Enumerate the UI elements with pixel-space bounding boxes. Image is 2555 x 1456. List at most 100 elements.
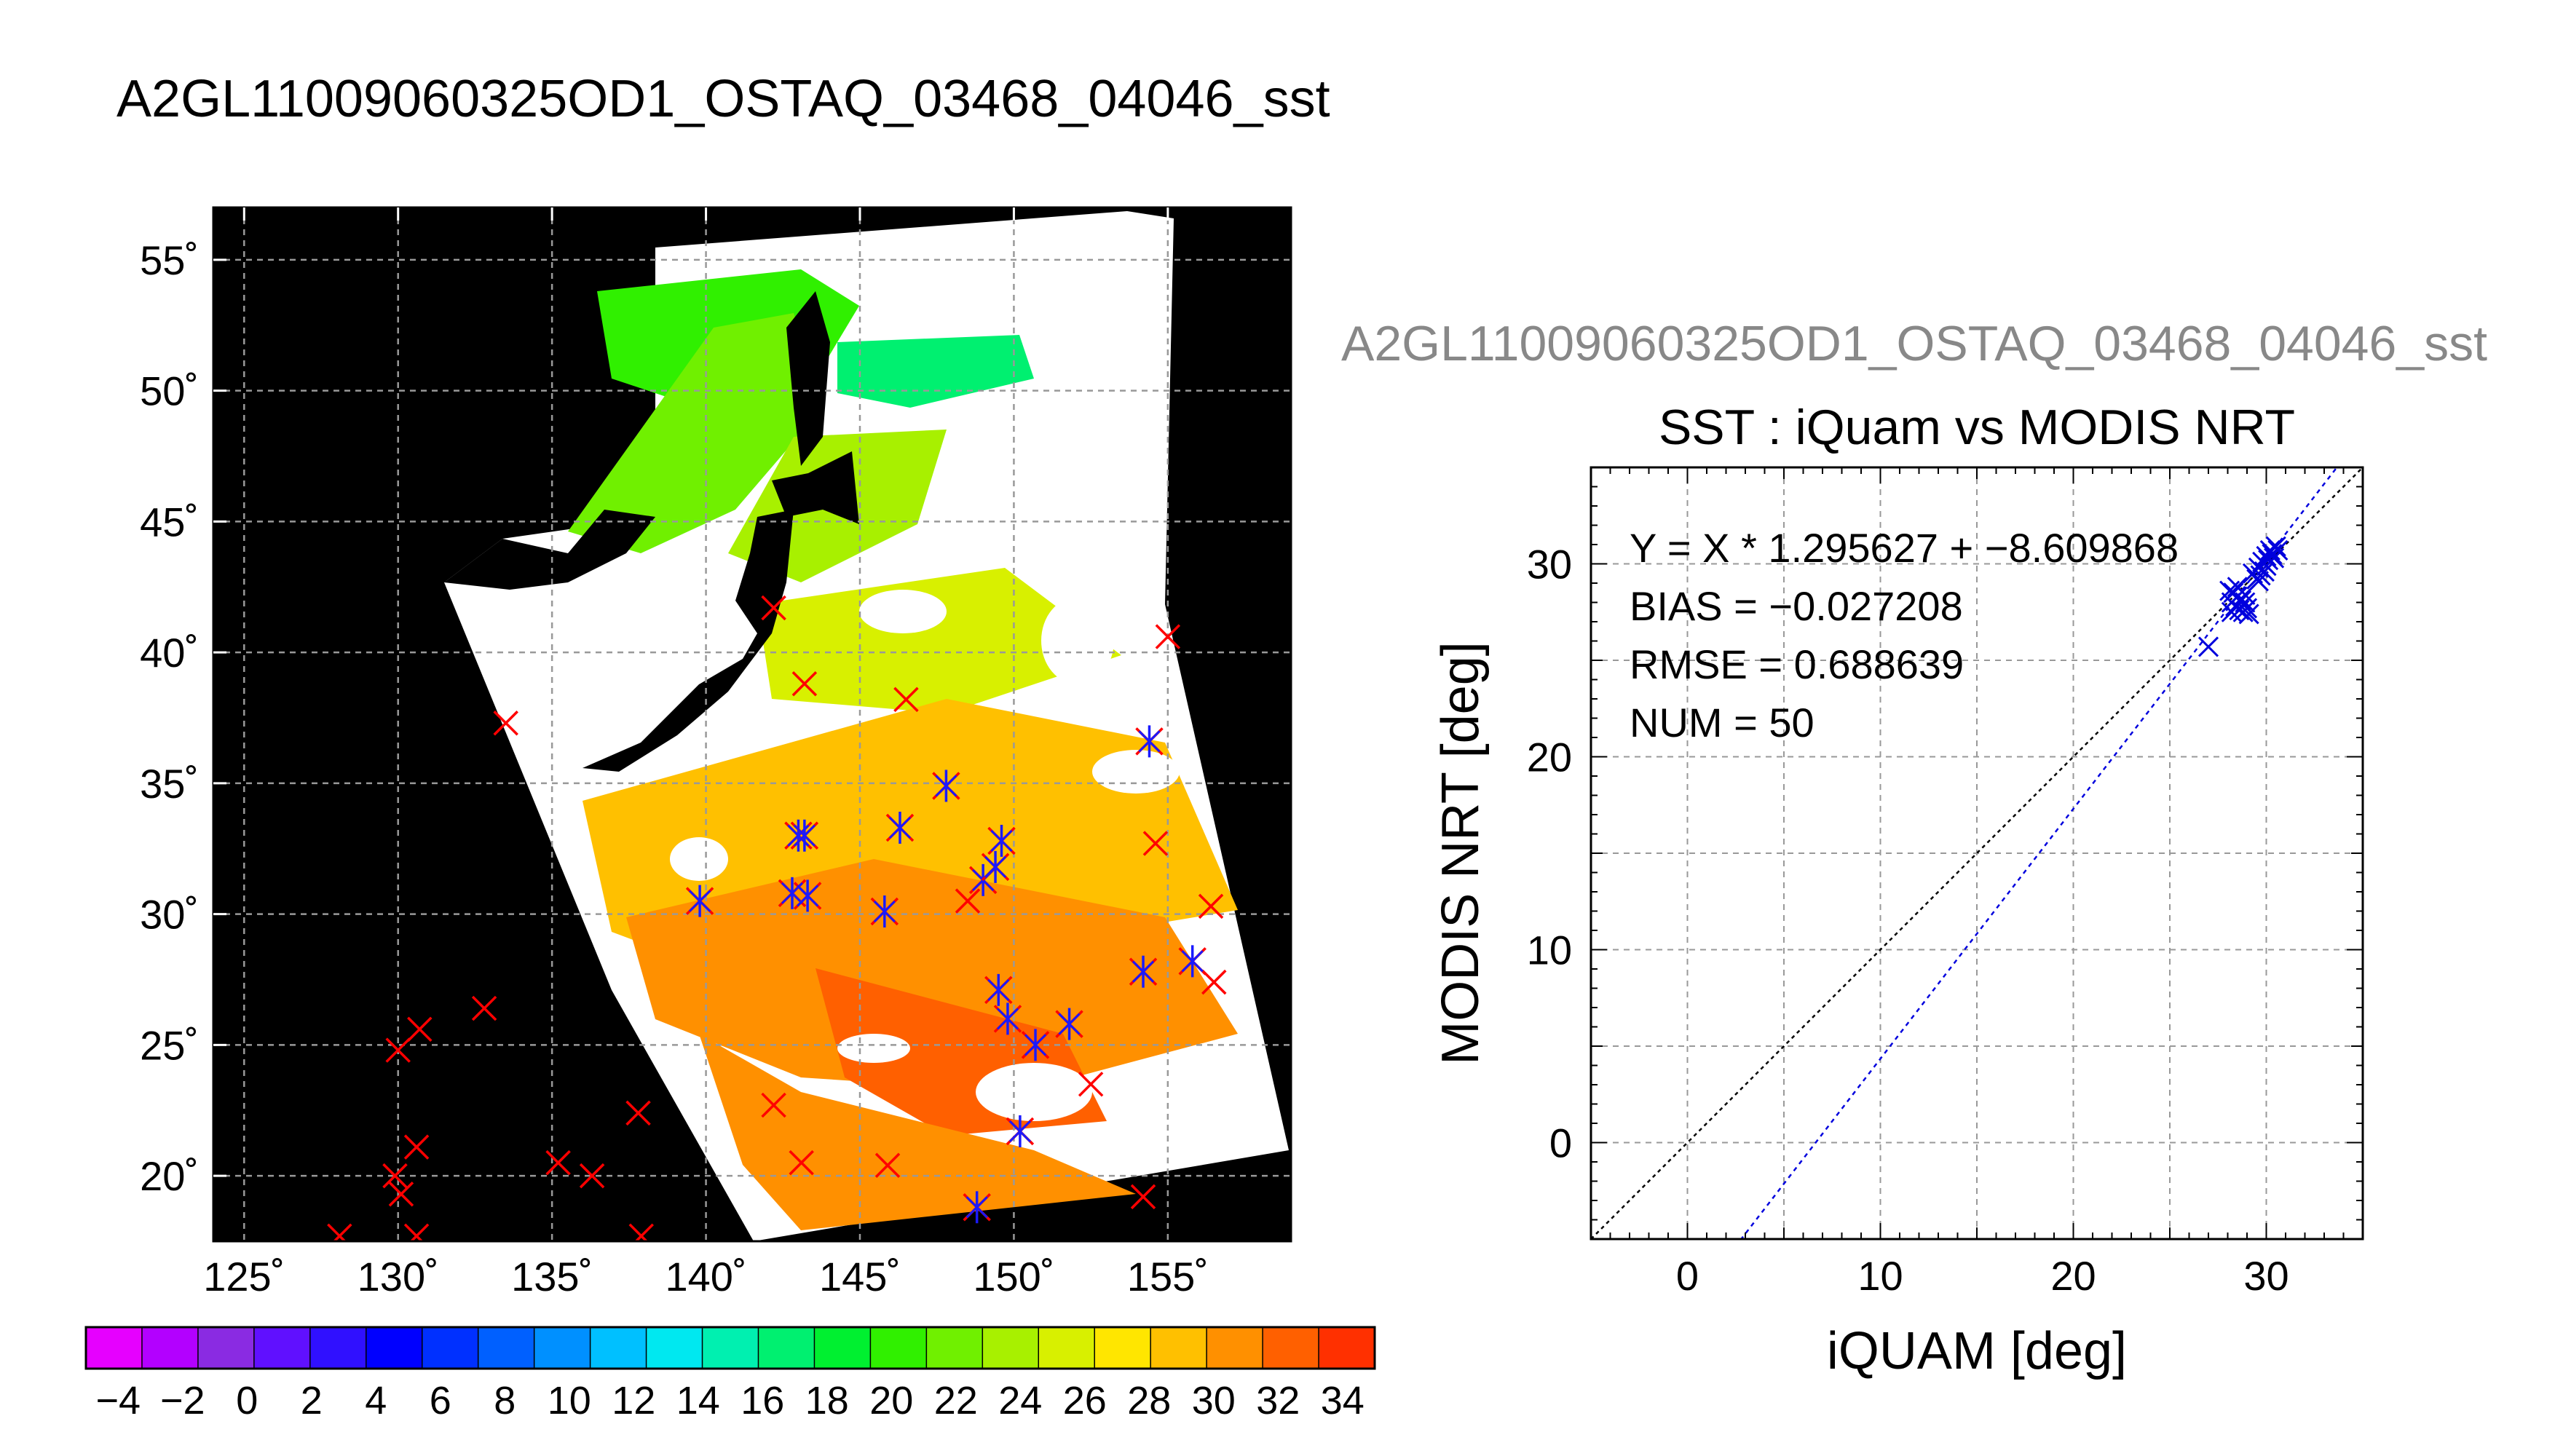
- buoy-marker-unmatched: [388, 1182, 414, 1207]
- scatter-point: [2235, 592, 2256, 613]
- scatter-y-tick-label: 0: [1549, 1120, 1572, 1166]
- cloud-patch: [1041, 597, 1114, 684]
- scatter-point: [2221, 601, 2242, 622]
- scatter-title: SST : iQuam vs MODIS NRT: [1659, 400, 2295, 455]
- cloud-patch: [1092, 750, 1180, 794]
- map-lat-tick-label: 25˚: [140, 1022, 199, 1068]
- buoy-marker-unmatched: [471, 995, 497, 1021]
- stats-bias: BIAS = −0.027208: [1630, 583, 1963, 629]
- scatter-point: [2248, 571, 2269, 592]
- scatter-x-tick-label: 10: [1857, 1253, 1903, 1299]
- colorbar-segment: [589, 1326, 647, 1369]
- scatter-x-tick-label: 30: [2243, 1253, 2289, 1299]
- colorbar-tick-label: 26: [1063, 1379, 1107, 1423]
- cloud-patch: [859, 590, 947, 633]
- colorbar-segment: [477, 1326, 535, 1369]
- buoy-marker-unmatched: [403, 1134, 430, 1160]
- colorbar-tick-label: 2: [301, 1379, 323, 1423]
- buoy-marker-matched: [987, 824, 1016, 857]
- buoy-marker-matched: [993, 1002, 1022, 1035]
- colorbar-segment: [1206, 1326, 1264, 1369]
- map-lat-tick-label: 50˚: [140, 368, 199, 414]
- map-lat-tick-label: 45˚: [140, 499, 199, 545]
- cloud-patch: [670, 837, 728, 881]
- colorbar-tick-label: 18: [805, 1379, 849, 1423]
- buoy-marker-unmatched: [1130, 1184, 1156, 1210]
- colorbar-tick-label: 34: [1321, 1379, 1365, 1423]
- land-hokkaido: [772, 451, 859, 524]
- stats-num: NUM = 50: [1630, 700, 1814, 745]
- buoy-marker-matched: [981, 850, 1010, 883]
- stats-rmse: RMSE = 0.688639: [1630, 641, 1964, 687]
- buoy-marker-unmatched: [1078, 1072, 1104, 1097]
- buoy-marker-unmatched: [493, 710, 518, 736]
- colorbar-tick-label: 28: [1127, 1379, 1171, 1423]
- buoy-marker-matched: [1178, 945, 1207, 978]
- scatter-panel: A2GL11009060325OD1_OSTAQ_03468_04046_sst…: [1341, 316, 2487, 1380]
- colorbar-segment: [197, 1326, 256, 1369]
- scatter-y-tick-label: 30: [1527, 542, 1572, 587]
- colorbar-segment: [1262, 1326, 1320, 1369]
- map-lon-tick-label: 130˚: [358, 1254, 439, 1299]
- scatter-xlabel: iQUAM [deg]: [1827, 1322, 2127, 1380]
- colorbar-tick-label: 6: [430, 1379, 451, 1423]
- buoy-marker-unmatched: [893, 687, 919, 713]
- scatter-y-tick-label: 20: [1527, 735, 1572, 780]
- scatter-points: [2197, 536, 2289, 657]
- buoy-marker-matched: [932, 769, 960, 802]
- buoy-markers: [327, 595, 1227, 1241]
- buoy-marker-unmatched: [385, 1037, 411, 1063]
- buoy-marker-unmatched: [1201, 969, 1227, 995]
- sst-region: [699, 1034, 1136, 1230]
- buoy-marker-matched: [778, 877, 807, 909]
- sst-region: [626, 859, 1238, 1092]
- colorbar-segment: [757, 1326, 816, 1369]
- map-lon-tick-label: 125˚: [203, 1254, 285, 1299]
- sst-swath: [444, 211, 1289, 1241]
- colorbar-tick-label: 12: [612, 1379, 655, 1423]
- colorbar-segment: [1038, 1326, 1096, 1369]
- colorbar-tick-labels: −4 −2 0 2 4 6 8 10 12 14 16 18 20 22 24 26 28 30 32 34: [95, 1379, 1364, 1423]
- map-lon-tick-label: 145˚: [819, 1254, 901, 1299]
- buoy-marker-unmatched: [789, 1150, 814, 1176]
- colorbar-tick-label: 32: [1256, 1379, 1300, 1423]
- scatter-point: [2256, 555, 2277, 577]
- buoy-marker-matched: [885, 812, 915, 844]
- sst-region: [837, 335, 1034, 408]
- colorbar-segment: [1094, 1326, 1152, 1369]
- map-lat-tick-label: 35˚: [140, 761, 199, 807]
- buoy-marker-unmatched: [579, 1163, 605, 1189]
- scatter-ylabel: MODIS NRT [deg]: [1431, 641, 1490, 1065]
- colorbar-segment: [366, 1326, 423, 1369]
- map-lat-tick-label: 20˚: [140, 1153, 199, 1199]
- colorbar-segment: [645, 1326, 703, 1369]
- map-lat-tick-label: 30˚: [140, 892, 199, 938]
- colorbar-segment: [421, 1326, 479, 1369]
- land-sakhalin: [786, 291, 830, 466]
- colorbar-segment: [701, 1326, 759, 1369]
- scatter-gridlines: [1591, 467, 2363, 1239]
- colorbar-segments: [85, 1326, 1376, 1369]
- map-lon-tick-label: 155˚: [1127, 1254, 1209, 1299]
- buoy-marker-matched: [790, 819, 819, 852]
- land-honshu: [583, 510, 794, 772]
- colorbar-tick-label: 16: [741, 1379, 784, 1423]
- buoy-marker-unmatched: [407, 1016, 433, 1042]
- buoy-marker-matched: [1021, 1029, 1050, 1061]
- buoy-marker-unmatched: [791, 671, 818, 697]
- stats-annotations: Y = X * 1.295627 + −8.609868 BIAS = −0.0…: [1630, 525, 2179, 745]
- map-lon-tick-label: 150˚: [973, 1254, 1054, 1299]
- colorbar-segment: [85, 1326, 143, 1369]
- buoy-marker-matched: [1006, 1115, 1035, 1148]
- buoy-marker-matched: [984, 973, 1013, 1006]
- scatter-header: A2GL11009060325OD1_OSTAQ_03468_04046_sst: [1341, 316, 2487, 371]
- scatter-axes: 0 10 20 30 0 10 20 30: [1527, 467, 2363, 1299]
- stats-regression: Y = X * 1.295627 + −8.609868: [1630, 525, 2179, 571]
- colorbar-tick-label: 20: [869, 1379, 913, 1423]
- scatter-x-tick-label: 20: [2050, 1253, 2096, 1299]
- buoy-marker-matched: [1135, 725, 1164, 758]
- map-panel: 125˚ 130˚ 135˚ 140˚ 145˚ 150˚ 155˚ 20˚ 25˚ 30˚ 35˚…: [140, 206, 1292, 1299]
- scatter-y-tick-label: 10: [1527, 927, 1572, 973]
- sst-region: [568, 313, 823, 553]
- map-gridlines: [213, 207, 1291, 1241]
